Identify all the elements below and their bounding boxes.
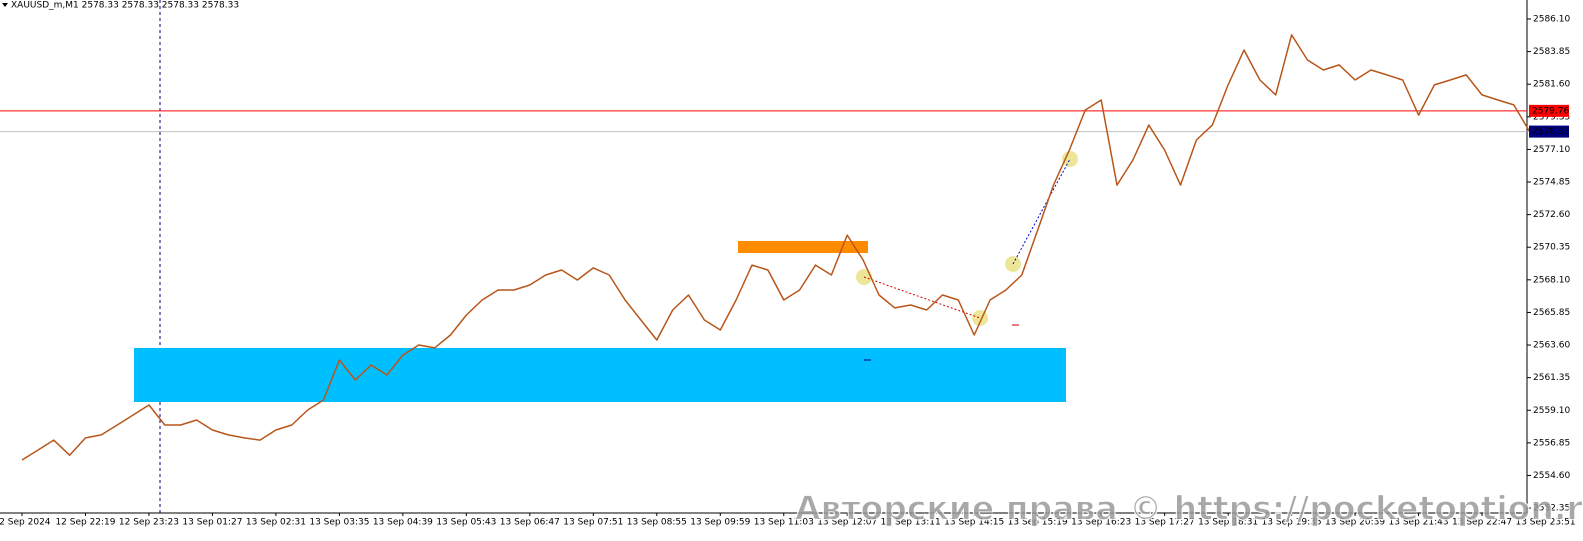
price-label-box — [1529, 104, 1569, 117]
x-tick-label: 13 Sep 11:03 — [754, 518, 814, 528]
x-tick-label: 13 Sep 03:35 — [309, 518, 369, 528]
price-label: 2579.76 — [1532, 106, 1569, 116]
y-tick-label: 2556.85 — [1533, 438, 1570, 448]
y-tick-label: 2586.10 — [1533, 14, 1570, 24]
x-tick-label: 13 Sep 08:55 — [627, 518, 687, 528]
x-tick-label: 13 Sep 19:35 — [1262, 518, 1322, 528]
zone — [738, 240, 868, 254]
y-tick-label: 2574.85 — [1533, 178, 1570, 188]
x-tick-label: 13 Sep 05:43 — [436, 518, 496, 528]
price-line-series — [21, 34, 1531, 461]
y-tick-label: 2559.10 — [1533, 406, 1570, 416]
y-tick-label: 2565.85 — [1533, 308, 1570, 318]
x-tick-label: 13 Sep 02:31 — [246, 518, 306, 528]
y-tick-label: 2583.85 — [1533, 47, 1570, 57]
x-tick-label: 13 Sep 07:51 — [563, 518, 623, 528]
x-tick-label: 13 Sep 06:47 — [500, 518, 560, 528]
price-label-box — [1529, 125, 1569, 138]
y-tick-label: 2572.60 — [1533, 210, 1570, 220]
x-tick-label: 13 Sep 04:39 — [373, 518, 433, 528]
x-tick-label: 13 Sep 09:59 — [690, 518, 750, 528]
y-tick-label: 2561.35 — [1533, 373, 1570, 383]
x-tick-label: 13 Sep 23:51 — [1515, 518, 1575, 528]
menu-triangle — [2, 3, 8, 7]
x-tick-label: 12 Sep 2024 — [0, 518, 51, 528]
y-tick-label: 2552.35 — [1533, 504, 1570, 514]
x-tick-label: 13 Sep 14:15 — [944, 518, 1004, 528]
x-tick-label: 13 Sep 18:31 — [1198, 518, 1258, 528]
x-tick-label: 13 Sep 17:27 — [1135, 518, 1195, 528]
chart-title: XAUUSD_m,M1 2578.33 2578.33 2578.33 2578… — [11, 1, 239, 11]
x-tick-label: 13 Sep 16:23 — [1071, 518, 1131, 528]
x-tick-label: 13 Sep 21:43 — [1389, 518, 1449, 528]
y-tick-label: 2568.10 — [1533, 275, 1570, 285]
y-tick-label: 2581.60 — [1533, 80, 1570, 90]
y-tick-label: 2563.60 — [1533, 341, 1570, 351]
trade-line — [863, 276, 981, 319]
zone — [134, 347, 1066, 402]
x-tick-label: 13 Sep 01:27 — [182, 518, 242, 528]
x-tick-label: 13 Sep 20:39 — [1325, 518, 1385, 528]
y-tick-label: 2570.35 — [1533, 243, 1570, 253]
x-tick-label: 13 Sep 13:11 — [881, 518, 941, 528]
x-tick-label: 13 Sep 22:47 — [1452, 518, 1512, 528]
y-tick-label: 2579.35 — [1533, 112, 1570, 122]
y-tick-label: 2577.10 — [1533, 145, 1570, 155]
signal-circle — [1062, 151, 1078, 167]
x-tick-label: 12 Sep 23:23 — [119, 518, 179, 528]
x-tick-label: 12 Sep 22:19 — [55, 518, 115, 528]
x-tick-label: 13 Sep 12:07 — [817, 518, 877, 528]
price-label: 2578.33 — [1532, 127, 1569, 137]
y-tick-label: 2554.60 — [1533, 471, 1570, 481]
watermark: Авторские права © https://pocketoption.r… — [795, 489, 1583, 528]
x-tick-label: 13 Sep 15:19 — [1008, 518, 1068, 528]
